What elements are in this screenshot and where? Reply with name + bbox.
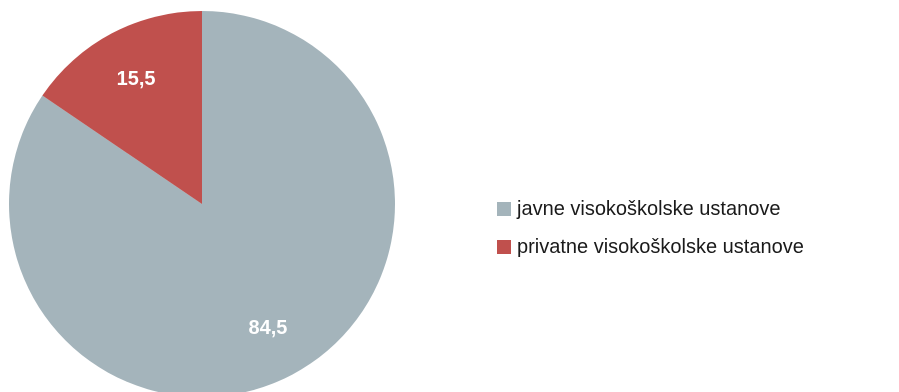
legend-swatch-privatne xyxy=(497,240,511,254)
legend-label-privatne: privatne visokoškolske ustanove xyxy=(517,235,804,258)
pie-slice-javne xyxy=(8,11,395,392)
pie-slices xyxy=(8,11,395,392)
data-label-javne: 84,5 xyxy=(248,317,287,339)
legend-item-javne: javne visokoškolske ustanove xyxy=(497,190,804,228)
legend-label-javne: javne visokoškolske ustanove xyxy=(517,197,781,220)
legend-swatch-javne xyxy=(497,202,511,216)
legend-item-privatne: privatne visokoškolske ustanove xyxy=(497,228,804,266)
pie-slice-privatne xyxy=(42,11,203,204)
pie-data-labels: 84,5 15,5 xyxy=(117,68,288,339)
data-label-privatne: 15,5 xyxy=(117,68,156,90)
legend: javne visokoškolske ustanove privatne vi… xyxy=(497,190,804,266)
